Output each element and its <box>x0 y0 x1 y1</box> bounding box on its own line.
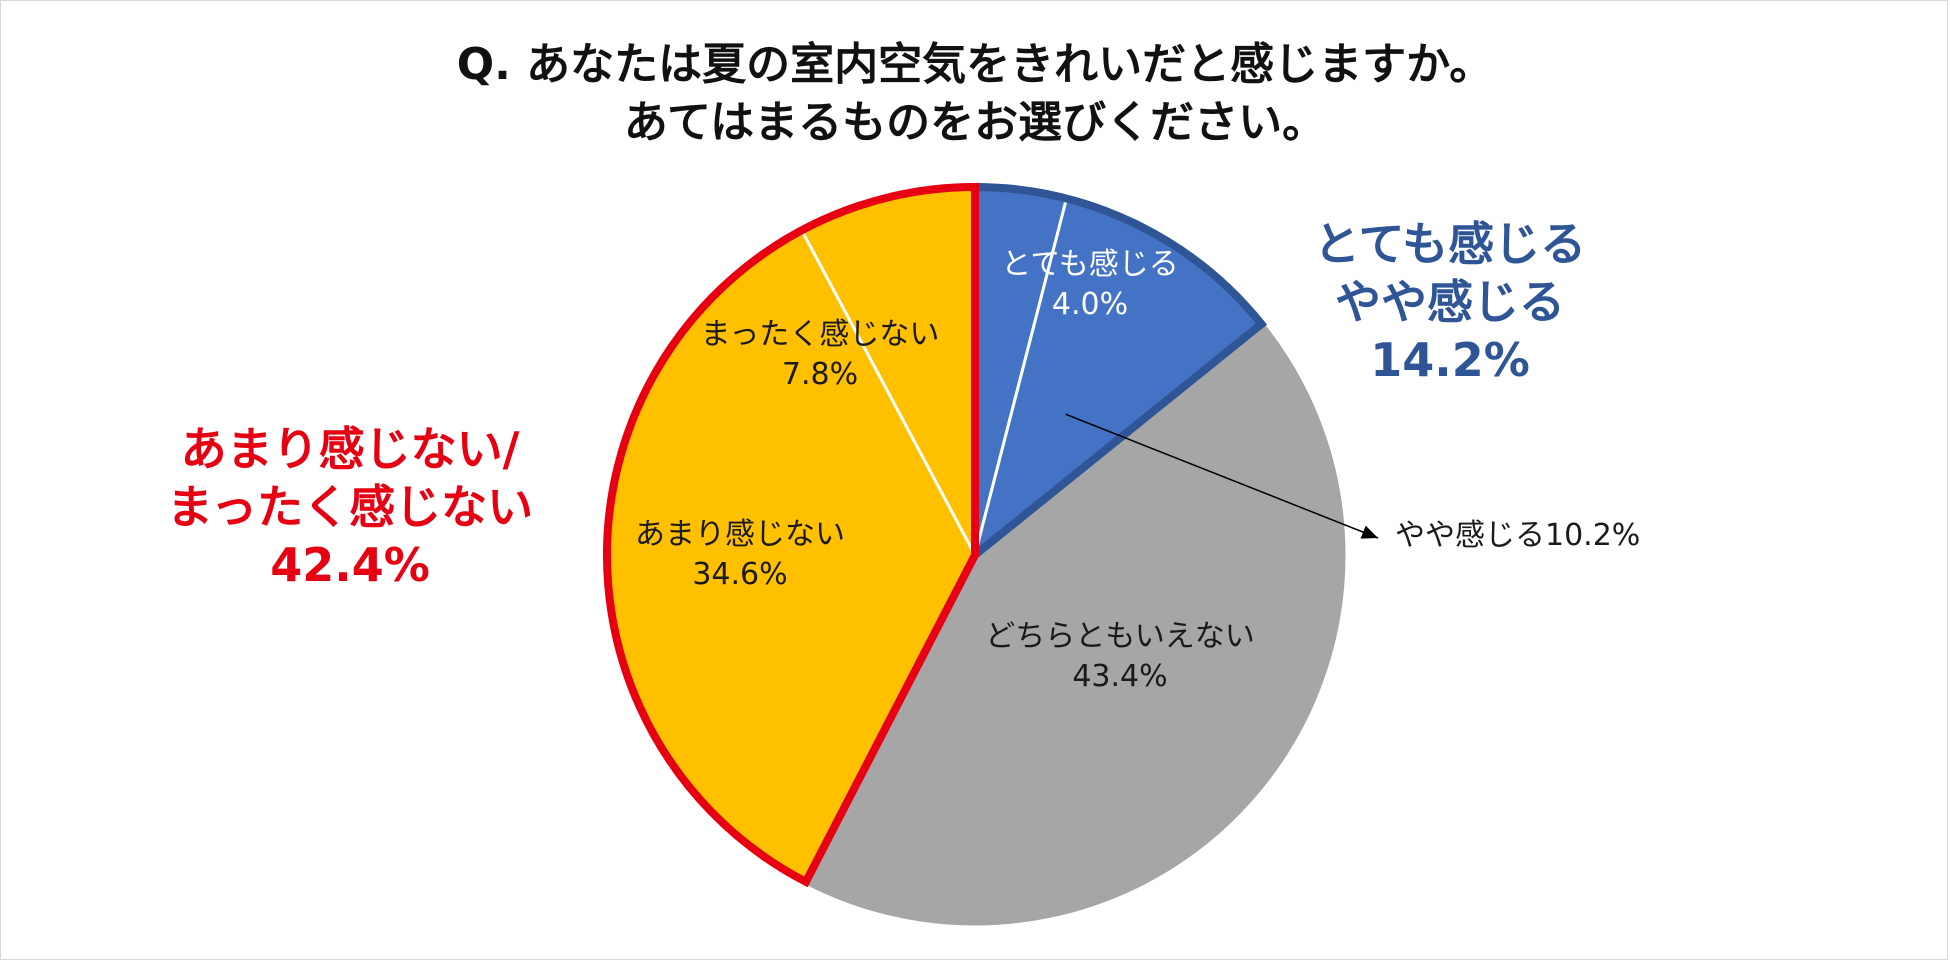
callout-leader <box>1065 413 1379 539</box>
slice-label-very-much: とても感じる 4.0% <box>960 245 1220 325</box>
callout-label-somewhat: やや感じる10.2% <box>1395 518 1641 553</box>
group-outline-positive <box>971 182 1268 564</box>
slice-not-at-all-value: 7.8% <box>781 357 859 392</box>
group-negative-line2: まったく感じない <box>166 480 534 534</box>
slice-neutral-value: 43.4% <box>1072 659 1168 694</box>
slice-not-much-name: あまり感じない <box>635 517 845 552</box>
slice-label-not-much: あまり感じない 34.6% <box>600 515 880 595</box>
slice-label-not-at-all: まったく感じない 7.8% <box>660 315 980 395</box>
slice-neutral-name: どちらともいえない <box>985 619 1255 654</box>
group-negative-line1: あまり感じない/ <box>180 422 520 476</box>
slice-very-much-value: 4.0% <box>1051 287 1129 322</box>
title-line-2: あてはまるものをお選びください。 <box>623 97 1327 148</box>
group-label-positive: とても感じる やや感じる 14.2% <box>1300 215 1600 389</box>
slice-very-much-name: とても感じる <box>1001 247 1179 282</box>
slice-neutral <box>802 319 1349 929</box>
slice-not-much-value: 34.6% <box>692 557 788 592</box>
slice-label-neutral: どちらともいえない 43.4% <box>945 617 1295 697</box>
group-negative-total: 42.4% <box>270 538 430 592</box>
group-outlines <box>603 182 1268 888</box>
group-positive-line1: とても感じる <box>1313 217 1587 271</box>
group-positive-line2: やや感じる <box>1335 275 1565 329</box>
chart-title: Q. あなたは夏の室内空気をきれいだと感じますか。 あてはまるものをお選びくださ… <box>0 36 1950 152</box>
group-positive-total: 14.2% <box>1370 333 1530 387</box>
title-line-1: Q. あなたは夏の室内空気をきれいだと感じますか。 <box>456 39 1494 90</box>
slice-not-at-all-name: まったく感じない <box>700 317 940 352</box>
pie-slices <box>601 181 1349 929</box>
group-label-negative: あまり感じない/ まったく感じない 42.4% <box>130 420 570 594</box>
callout-arrowhead <box>1360 525 1378 539</box>
group-outline-negative <box>603 182 980 888</box>
callout-line <box>1065 413 1379 539</box>
